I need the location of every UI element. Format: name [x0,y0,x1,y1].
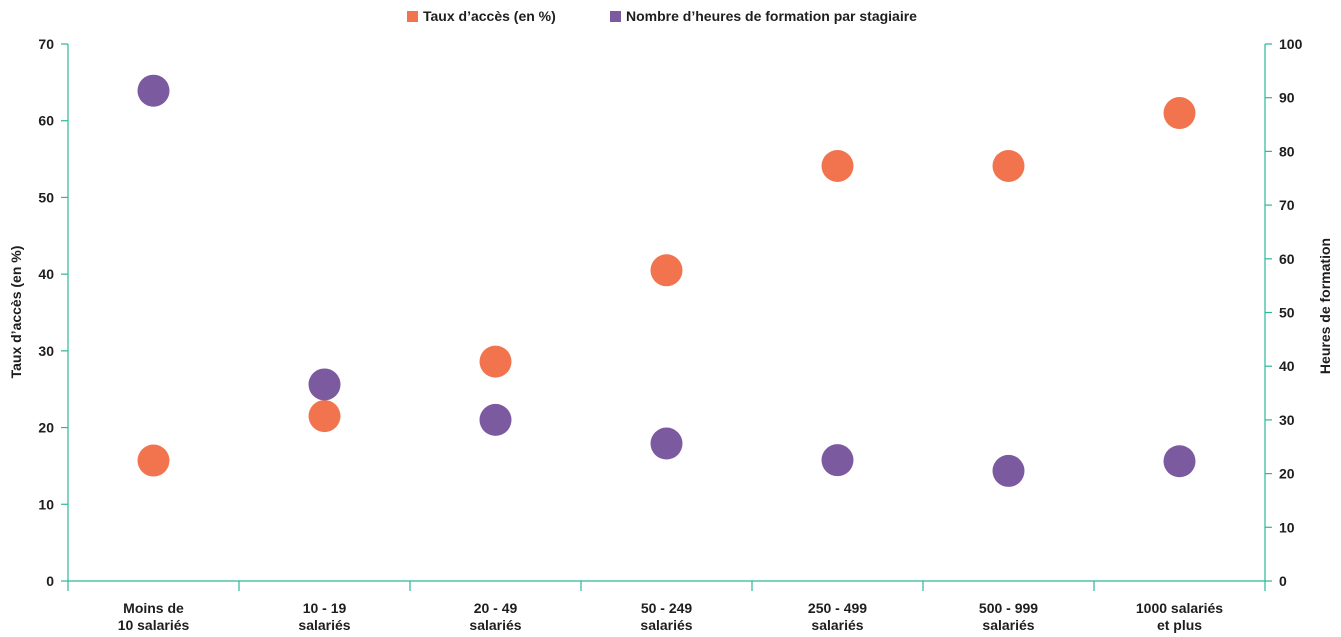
left-y-axis-title: Taux d’accès (en %) [8,246,24,379]
left-y-tick-label: 50 [38,189,54,205]
right-y-axis-ticks: 0 10 20 30 40 50 60 70 80 90 100 [1265,36,1303,589]
right-y-tick-label: 80 [1279,143,1295,159]
training-hours-point [479,403,512,436]
left-y-axis-ticks: 0 10 20 30 40 50 60 70 [38,36,68,589]
legend-label-access: Taux d’accès (en %) [423,8,556,24]
training-hours-point [992,454,1025,487]
right-y-axis-title: Heures de formation [1317,238,1333,374]
left-y-tick-label: 70 [38,36,54,52]
right-y-tick-label: 90 [1279,90,1295,106]
legend: Taux d’accès (en %) Nombre d’heures de f… [407,8,917,24]
right-y-tick-label: 30 [1279,412,1295,428]
right-y-tick-label: 70 [1279,197,1295,213]
right-y-tick-label: 0 [1279,573,1287,589]
training-hours-point [650,427,683,460]
right-y-tick-label: 20 [1279,466,1295,482]
right-y-tick-label: 40 [1279,358,1295,374]
left-y-tick-label: 30 [38,343,54,359]
legend-swatch-access [407,11,418,22]
training-hours-point [821,444,854,477]
right-y-tick-label: 60 [1279,251,1295,267]
x-category-label: 20 - 49 salariés [469,600,521,633]
x-category-label: 500 - 999 salariés [979,600,1038,633]
axes [67,44,1266,591]
legend-label-hours: Nombre d’heures de formation par stagiai… [626,8,917,24]
access-rate-point [650,254,683,287]
left-y-tick-label: 60 [38,113,54,129]
training-hours-point [1163,445,1196,478]
access-rate-point [137,444,170,477]
legend-swatch-hours [610,11,621,22]
x-category-label: 10 - 19 salariés [298,600,350,633]
data-points [137,74,1196,487]
left-y-tick-label: 40 [38,266,54,282]
x-category-label: Moins de 10 salariés [118,600,190,633]
right-y-tick-label: 10 [1279,519,1295,535]
access-rate-point [821,149,854,182]
right-y-tick-label: 100 [1279,36,1303,52]
right-y-tick-label: 50 [1279,305,1295,321]
access-rate-point [479,345,512,378]
training-hours-point [137,74,170,107]
x-category-label: 50 - 249 salariés [640,600,692,633]
left-y-tick-label: 20 [38,420,54,436]
training-hours-point [308,368,341,401]
left-y-tick-label: 0 [46,573,54,589]
access-rate-point [308,400,341,433]
access-rate-point [1163,97,1196,130]
access-rate-point [992,149,1025,182]
left-y-tick-label: 10 [38,496,54,512]
x-axis-labels: Moins de 10 salariés 10 - 19 salariés 20 - 4… [118,600,1224,633]
x-category-label: 1000 salariés et plus [1136,600,1223,633]
x-category-label: 250 - 499 salariés [808,600,867,633]
